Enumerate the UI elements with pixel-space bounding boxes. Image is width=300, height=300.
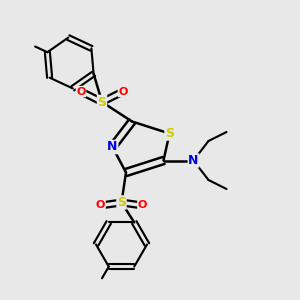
Text: O: O xyxy=(118,86,128,97)
Text: O: O xyxy=(138,200,147,211)
Text: S: S xyxy=(98,95,106,109)
Text: N: N xyxy=(107,140,118,154)
Text: S: S xyxy=(165,127,174,140)
Text: S: S xyxy=(117,196,126,209)
Text: O: O xyxy=(76,86,86,97)
Text: O: O xyxy=(96,200,105,211)
Text: N: N xyxy=(188,154,199,167)
